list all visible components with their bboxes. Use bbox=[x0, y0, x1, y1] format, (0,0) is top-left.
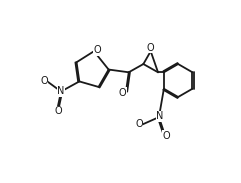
Text: O: O bbox=[94, 45, 101, 55]
Text: O: O bbox=[40, 76, 48, 86]
Text: N: N bbox=[156, 111, 164, 121]
Text: O: O bbox=[119, 88, 127, 98]
Text: O: O bbox=[162, 131, 170, 141]
Text: O: O bbox=[147, 43, 154, 53]
Text: O: O bbox=[54, 106, 62, 116]
Text: N: N bbox=[57, 87, 65, 96]
Text: O: O bbox=[135, 119, 143, 128]
